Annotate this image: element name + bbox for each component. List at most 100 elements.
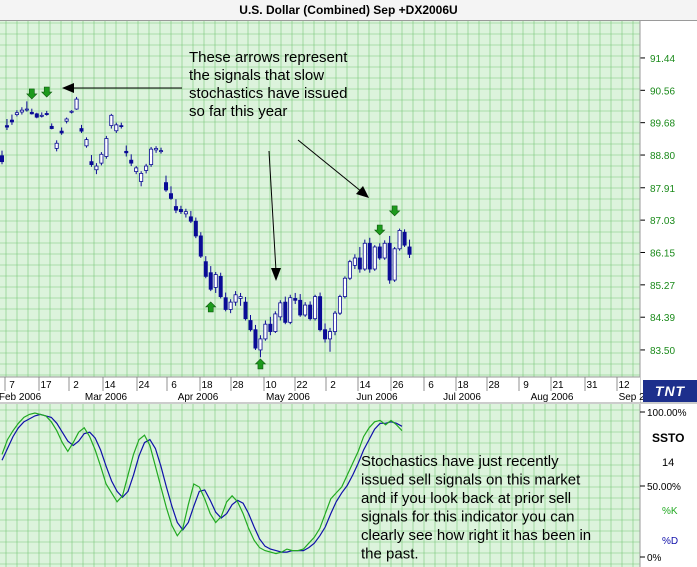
annotation-line: the signals that slow	[189, 67, 324, 84]
buy-signal-arrow	[205, 301, 217, 313]
date-month-label: Apr 2006	[178, 392, 219, 403]
candle-body	[59, 130, 64, 134]
date-day-label: 6	[171, 380, 177, 391]
date-day-label: 7	[9, 380, 15, 391]
price-tick-label: 89.68	[650, 119, 675, 130]
brand-logo: TNT	[643, 380, 697, 402]
candle-body	[19, 109, 24, 113]
candle-body	[278, 302, 283, 318]
candle-body	[208, 272, 213, 290]
stoch-tick-label: 100.00%	[647, 408, 687, 419]
candle-body	[397, 230, 402, 250]
candle-body	[382, 242, 387, 259]
annotation-line: issued sell signals on this market	[361, 472, 581, 489]
candle-body	[218, 275, 223, 298]
price-annotation-text: These arrows represent the signals that s…	[189, 49, 348, 120]
candle-body	[29, 111, 34, 115]
price-candles	[0, 96, 412, 358]
candle-body	[352, 257, 357, 266]
candle-body	[54, 142, 59, 149]
candle-body	[164, 182, 169, 191]
date-day-label: 2	[73, 380, 79, 391]
candle-body	[24, 108, 29, 111]
candle-body	[79, 128, 84, 132]
stoch-k-line	[1, 412, 403, 555]
date-day-label: 18	[201, 380, 213, 391]
candle-body	[328, 331, 333, 340]
sell-signal-arrow	[388, 205, 401, 217]
date-month-label: Jul 2006	[443, 392, 481, 403]
annotation-line: so far this year	[189, 103, 287, 120]
signal-arrows	[26, 86, 401, 370]
date-day-label: 28	[488, 380, 500, 391]
date-day-label: 18	[457, 380, 469, 391]
candle-body	[154, 148, 159, 151]
date-day-label: 6	[428, 380, 434, 391]
price-tick-label: 86.15	[650, 248, 675, 259]
candle-body	[168, 193, 173, 199]
date-month-label: Sep 2006	[619, 392, 662, 403]
candle-body	[203, 261, 208, 277]
candle-body	[283, 301, 288, 323]
candle-body	[84, 139, 89, 147]
candle-body	[34, 113, 39, 118]
candle-body	[298, 299, 303, 316]
annotation-arrow-down	[268, 150, 277, 272]
candle-body	[332, 312, 337, 332]
candle-body	[178, 209, 183, 213]
date-day-label: 12	[618, 380, 630, 391]
annotation-line: signals for this indicator you can	[361, 509, 574, 526]
date-day-label: 17	[40, 380, 52, 391]
price-tick-label: 87.03	[650, 216, 675, 227]
candle-body	[233, 294, 238, 303]
stoch-annotation-text: Stochastics have just recently issued sel…	[361, 453, 591, 563]
date-day-label: 21	[552, 380, 564, 391]
candle-body	[293, 298, 298, 301]
price-tick-label: 87.91	[650, 184, 675, 195]
candle-body	[387, 242, 392, 281]
annotation-arrow-diagonal	[297, 139, 363, 193]
price-tick-label: 90.56	[650, 86, 675, 97]
date-day-label: 9	[523, 380, 529, 391]
candle-body	[347, 261, 352, 279]
candle-body	[44, 113, 49, 115]
annotation-line: These arrows represent	[189, 49, 348, 66]
candle-body	[392, 248, 397, 281]
candle-body	[0, 155, 4, 163]
candle-body	[173, 206, 178, 211]
candle-body	[402, 231, 407, 246]
price-tick-label: 85.27	[650, 281, 675, 292]
date-day-label: 26	[392, 380, 404, 391]
candle-body	[342, 277, 347, 298]
candle-body	[263, 323, 268, 340]
buy-signal-arrow	[254, 358, 267, 370]
annotation-line: clearly see how right it has been in	[361, 527, 591, 544]
candle-body	[119, 125, 124, 128]
candle-body	[258, 338, 263, 351]
date-day-label: 24	[138, 380, 150, 391]
stoch-d-line	[1, 413, 403, 553]
candle-body	[49, 125, 54, 129]
candle-body	[223, 297, 228, 310]
candle-body	[183, 211, 188, 215]
candle-body	[407, 246, 412, 255]
candle-body	[288, 297, 293, 323]
candle-body	[323, 329, 328, 340]
candle-body	[313, 296, 318, 320]
candle-body	[99, 153, 104, 164]
indicator-period: 14	[662, 457, 674, 469]
candle-body	[139, 173, 144, 182]
candle-body	[198, 235, 203, 257]
stoch-grid	[0, 404, 640, 567]
legend-d: %D	[662, 536, 678, 547]
price-tick-label: 83.50	[650, 346, 675, 357]
candle-body	[129, 159, 134, 164]
annotation-arrowhead-diagonal	[356, 186, 369, 198]
date-day-label: 28	[232, 380, 244, 391]
candle-body	[159, 150, 164, 153]
candle-body	[14, 112, 19, 115]
annotation-line: the past.	[361, 546, 419, 563]
candle-body	[372, 246, 377, 270]
candle-body	[104, 138, 109, 157]
